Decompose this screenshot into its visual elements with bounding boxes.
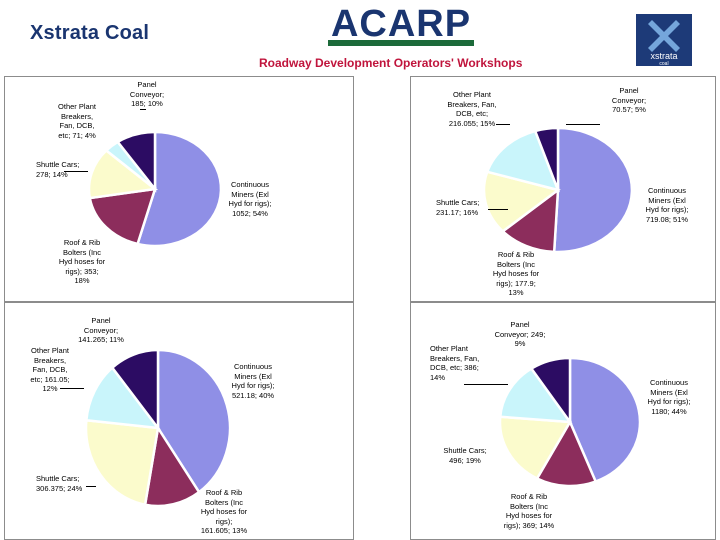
chart3-label-shuttle-cars: Shuttle Cars; 306.375; 24% bbox=[36, 474, 83, 493]
chart3-label-other-plant: Other Plant Breakers, Fan, DCB, etc; 161.05… bbox=[30, 346, 70, 393]
pie-chart-3 bbox=[84, 348, 232, 508]
xstrata-logo-sub: coal bbox=[659, 61, 668, 66]
chart2-slice-shuttle-cars bbox=[482, 170, 561, 233]
pie-chart-4 bbox=[498, 356, 642, 488]
workshop-subtitle: Roadway Development Operators' Workshops bbox=[259, 56, 523, 70]
chart4-slice-other-plant bbox=[498, 366, 573, 424]
chart2-leader bbox=[566, 124, 600, 125]
chart3-leader bbox=[60, 388, 84, 389]
chart2-slice-continuous-miners bbox=[552, 126, 634, 254]
chart4-slice-panel-conveyor bbox=[529, 356, 572, 426]
chart4-label-other-plant: Other Plant Breakers, Fan, DCB, etc; 386; 1… bbox=[430, 344, 480, 382]
chart4-label-continuous-miners: Continuous Miners (Exl Hyd for rigs); 1180;… bbox=[647, 378, 691, 416]
chart4-leader bbox=[464, 384, 508, 385]
chart3-label-panel-conveyor: Panel Conveyor; 141.265; 11% bbox=[78, 316, 124, 344]
chart1-label-shuttle-cars: Shuttle Cars; 278; 14% bbox=[36, 160, 80, 179]
chart4-label-panel-conveyor: Panel Conveyor; 249; 9% bbox=[494, 320, 546, 348]
chart3-label-continuous-miners: Continuous Miners (Exl Hyd for rigs); 521.1… bbox=[231, 362, 275, 400]
chart1-label-continuous-miners: Continuous Miners (Exl Hyd for rigs); 1052;… bbox=[228, 180, 272, 218]
xstrata-coal-brand: Xstrata Coal bbox=[30, 22, 150, 44]
chart3-slice-panel-conveyor bbox=[110, 348, 160, 432]
chart2-label-roof-rib: Roof & Rib Bolters (Inc Hyd hoses for rigs)… bbox=[492, 250, 540, 297]
chart3-leader bbox=[86, 486, 96, 487]
xstrata-logo-text: xstrata bbox=[650, 51, 677, 61]
chart1-leader bbox=[64, 171, 88, 172]
chart4-label-roof-rib: Roof & Rib Bolters (Inc Hyd hoses for rigs)… bbox=[503, 492, 555, 530]
chart1-label-roof-rib: Roof & Rib Bolters (Inc Hyd hoses for rigs)… bbox=[58, 238, 106, 285]
chart1-slice-panel-conveyor bbox=[115, 130, 157, 193]
pie-chart-2 bbox=[482, 126, 634, 254]
chart1-label-other-plant: Other Plant Breakers, Fan, DCB, etc; 71; 4% bbox=[58, 102, 96, 140]
acarp-logo: ACARP bbox=[328, 3, 474, 46]
chart2-label-other-plant: Other Plant Breakers, Fan, DCB, etc; 216.05… bbox=[447, 90, 497, 128]
chart2-label-panel-conveyor: Panel Conveyor; 70.57; 5% bbox=[611, 86, 647, 114]
chart4-slice-shuttle-cars bbox=[498, 415, 573, 481]
chart2-label-shuttle-cars: Shuttle Cars; 231.17; 16% bbox=[436, 198, 480, 217]
chart3-slice-continuous-miners bbox=[156, 348, 232, 494]
xstrata-logo: xstrata coal bbox=[636, 14, 692, 66]
chart3-label-roof-rib: Roof & Rib Bolters (Inc Hyd hoses for rigs)… bbox=[200, 488, 248, 535]
chart2-slice-panel-conveyor bbox=[533, 126, 560, 191]
chart1-label-panel-conveyor: Panel Conveyor; 185; 10% bbox=[129, 80, 165, 108]
acarp-logo-text: ACARP bbox=[331, 3, 471, 45]
chart3-slice-shuttle-cars bbox=[84, 418, 160, 507]
chart1-slice-roof-rib-bolters bbox=[88, 187, 157, 246]
chart2-label-continuous-miners: Continuous Miners (Exl Hyd for rigs); 719.0… bbox=[645, 186, 689, 224]
chart1-slice-continuous-miners bbox=[135, 130, 223, 248]
chart4-label-shuttle-cars: Shuttle Cars; 496; 19% bbox=[443, 446, 487, 465]
chart4-slice-continuous-miners bbox=[568, 356, 642, 484]
chart2-leader bbox=[488, 209, 508, 210]
chart1-leader bbox=[140, 109, 146, 110]
chart2-leader bbox=[496, 124, 510, 125]
header-banner bbox=[255, 0, 545, 74]
pie-chart-1 bbox=[87, 130, 223, 248]
